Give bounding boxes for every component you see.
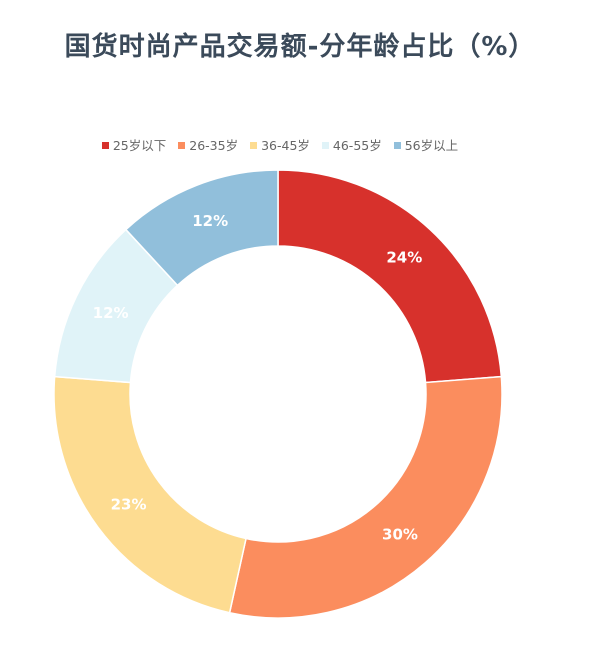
legend-label: 25岁以下 (112, 138, 167, 153)
legend-item: 36-45岁 (250, 135, 310, 154)
legend-label: 46-55岁 (332, 138, 382, 153)
slice-data-label: 23% (111, 496, 147, 514)
donut-slice (277, 169, 503, 384)
slice-data-label: 24% (386, 248, 422, 266)
legend-label: 56岁以上 (404, 138, 459, 153)
legend-swatch (393, 142, 401, 149)
legend-swatch (250, 142, 258, 149)
legend-swatch (321, 142, 329, 149)
legend-item: 25岁以下 (101, 135, 167, 154)
donut-slice (228, 375, 503, 619)
chart-legend: 25岁以下 26-35岁 36-45岁 46-55岁 56岁以上 (0, 135, 560, 154)
legend-label: 26-35岁 (189, 138, 239, 153)
legend-item: 56岁以上 (393, 135, 459, 154)
donut-slice (53, 375, 247, 614)
slice-data-label: 12% (93, 304, 129, 322)
legend-swatch (101, 142, 109, 149)
donut-slice (124, 169, 279, 287)
chart-title: 国货时尚产品交易额-分年龄占比（%） (64, 32, 536, 62)
legend-item: 46-55岁 (321, 135, 382, 154)
slice-data-label: 30% (382, 525, 418, 543)
slice-data-label: 12% (192, 212, 228, 230)
legend-label: 36-45岁 (261, 138, 310, 153)
legend-swatch (178, 142, 186, 149)
legend-item: 26-35岁 (178, 135, 238, 154)
